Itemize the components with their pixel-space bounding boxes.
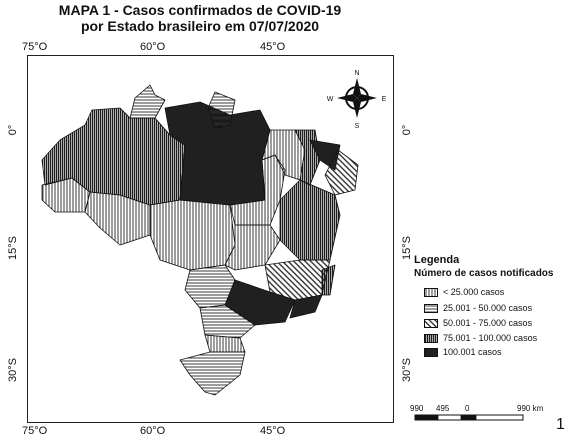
lon-label-60-bottom: 60°O: [140, 425, 166, 437]
legend-label: 25.001 - 50.000 casos: [443, 303, 533, 313]
page-number: 1: [556, 416, 565, 433]
state-rio-de-janeiro: [289, 294, 323, 319]
state-bahia: [279, 179, 341, 261]
map-subtitle: por Estado brasileiro em 07/07/2020: [80, 18, 320, 34]
compass-s: S: [355, 123, 360, 130]
dense-horizontal-lines-swatch: [424, 347, 438, 357]
lat-label-15-left: 15°S: [7, 236, 19, 260]
compass-w: W: [327, 96, 334, 103]
diagonal-lines-swatch: [424, 318, 438, 328]
vertical-lines-swatch: [424, 287, 438, 297]
scale-bar: [414, 414, 524, 421]
legend-item: 25.001 - 50.000 casos: [424, 303, 532, 313]
state-nordeste-east: [324, 149, 359, 196]
lat-label-0-right: 0°: [401, 125, 413, 136]
lat-label-30-left: 30°S: [7, 358, 19, 382]
state-parana: [199, 304, 256, 339]
state-rondonia: [84, 191, 151, 246]
legend-item: < 25.000 casos: [424, 287, 504, 297]
compass-rose-icon: N S E W: [327, 70, 387, 130]
state-rio-grande-sul: [179, 351, 246, 396]
legend-label: 100.001 casos: [443, 347, 502, 357]
legend-title: Legenda: [414, 254, 460, 266]
legend-item: 100.001 casos: [424, 347, 502, 357]
compass-n: N: [354, 70, 359, 77]
lon-label-60-top: 60°O: [140, 41, 166, 53]
legend-label: 75.001 - 100.000 casos: [443, 333, 538, 343]
map-frame: [27, 55, 394, 423]
legend-subtitle: Número de casos notificados: [414, 268, 554, 279]
scale-label-990-km: 990 km: [517, 404, 544, 413]
map-title: MAPA 1 - Casos confirmados de COVID-19: [58, 2, 342, 18]
dense-vertical-lines-swatch: [424, 333, 438, 343]
legend-item: 50.001 - 75.000 casos: [424, 318, 532, 328]
legend-item: 75.001 - 100.000 casos: [424, 333, 537, 343]
horizontal-lines-swatch: [424, 303, 438, 313]
lon-label-75-top: 75°O: [22, 41, 48, 53]
state-goias: [224, 224, 281, 271]
state-roraima: [129, 84, 166, 119]
scale-label-0: 0: [465, 404, 470, 413]
state-mato-grosso: [149, 199, 236, 271]
legend-label: 50.001 - 75.000 casos: [443, 318, 533, 328]
state-espirito-santo: [321, 264, 336, 296]
lat-label-15-right: 15°S: [401, 236, 413, 260]
lon-label-45-top: 45°O: [260, 41, 286, 53]
scale-label-495: 495: [436, 404, 450, 413]
lat-label-30-right: 30°S: [401, 358, 413, 382]
state-santa-catarina: [204, 334, 246, 353]
scale-label-990: 990: [410, 404, 424, 413]
lat-label-0-left: 0°: [7, 125, 19, 136]
lon-label-45-bottom: 45°O: [260, 425, 286, 437]
lon-label-75-bottom: 75°O: [22, 425, 48, 437]
state-amapa: [207, 91, 236, 129]
compass-e: E: [382, 96, 387, 103]
legend-label: < 25.000 casos: [443, 287, 505, 297]
